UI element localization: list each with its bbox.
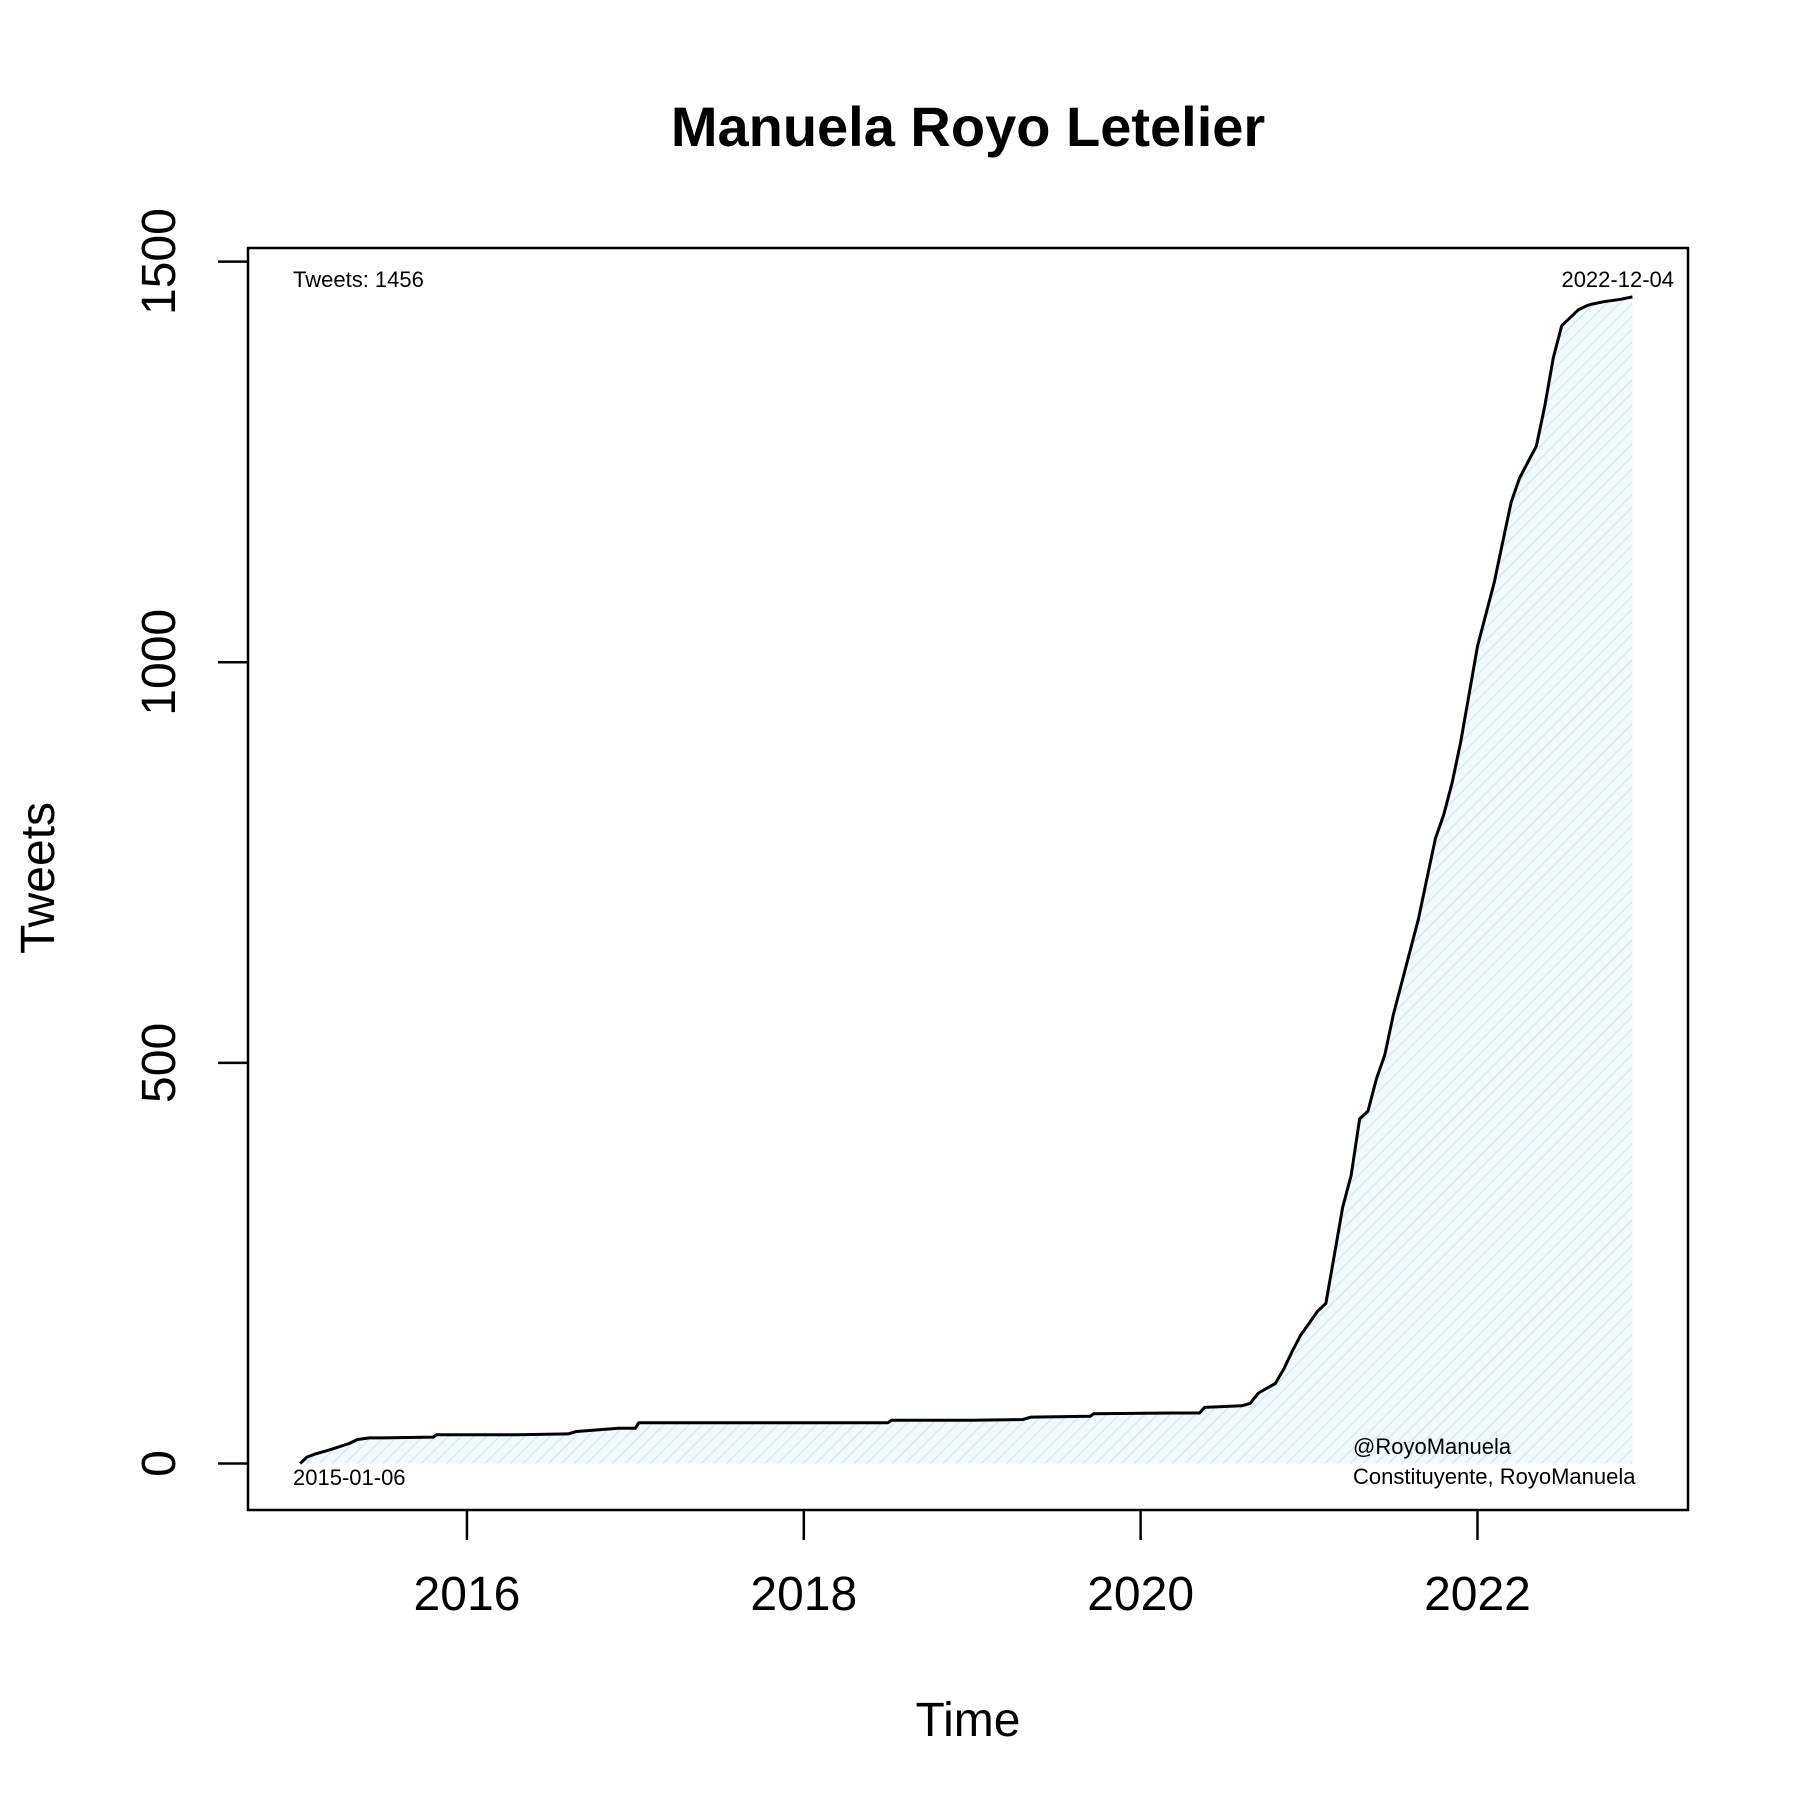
x-tick-label: 2016 — [414, 1568, 521, 1621]
account-annotation: Constituyente, RoyoManuela — [1353, 1464, 1636, 1489]
x-axis: 2016 2018 2020 2022 — [414, 1510, 1531, 1621]
y-axis: 0 500 1000 1500 — [133, 208, 248, 1477]
plot-frame — [246, 246, 1690, 1512]
x-tick-label: 2022 — [1424, 1568, 1531, 1621]
series-area — [300, 296, 1633, 1464]
tweet-count-annotation: Tweets: 1456 — [293, 267, 424, 292]
y-axis-label: Tweets — [12, 802, 65, 954]
start-date-annotation: 2015-01-06 — [293, 1465, 406, 1490]
series-line — [299, 295, 1633, 1465]
y-tick-label: 0 — [133, 1450, 186, 1477]
end-date-annotation: 2022-12-04 — [1561, 267, 1674, 292]
chart-title: Manuela Royo Letelier — [671, 95, 1265, 158]
y-tick-label: 500 — [133, 1023, 186, 1103]
handle-annotation: @RoyoManuela — [1353, 1434, 1512, 1459]
y-tick-label: 1000 — [133, 609, 186, 716]
x-tick-label: 2018 — [750, 1568, 857, 1621]
x-axis-label: Time — [916, 1694, 1021, 1747]
y-tick-label: 1500 — [133, 208, 186, 315]
x-tick-label: 2020 — [1087, 1568, 1194, 1621]
